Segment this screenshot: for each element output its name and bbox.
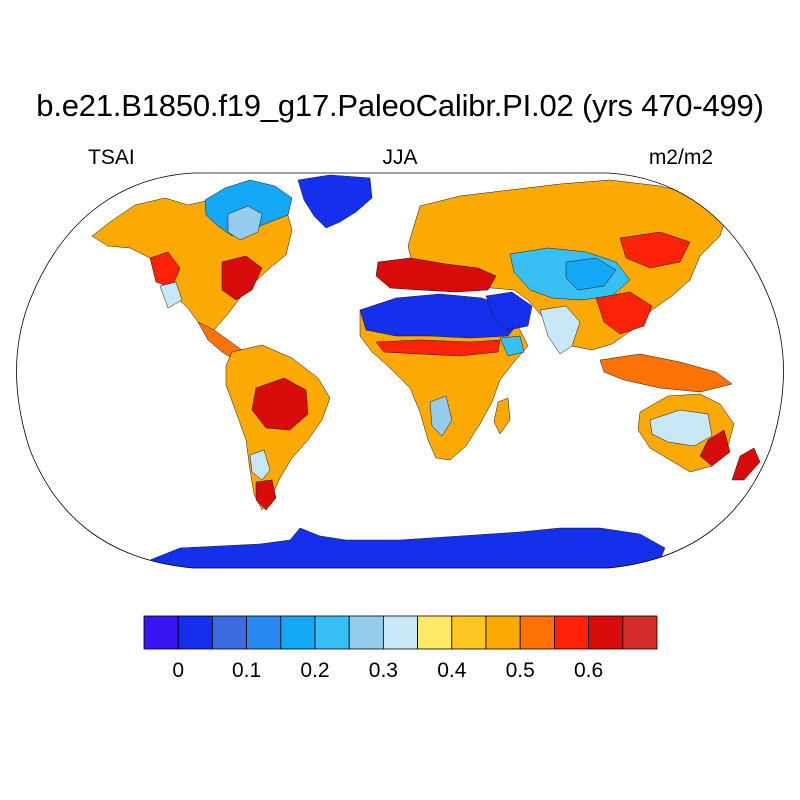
maritime-continent bbox=[599, 353, 733, 393]
colorbar-box bbox=[588, 615, 624, 650]
colorbar-tick-label: 0.2 bbox=[300, 659, 329, 682]
colorbar-box bbox=[485, 615, 521, 650]
amazon-red bbox=[251, 377, 309, 431]
colorbar-box bbox=[417, 615, 453, 650]
colorbar-box bbox=[622, 615, 658, 650]
sahara bbox=[359, 293, 517, 339]
colorbar-box bbox=[519, 615, 555, 650]
season-label: JJA bbox=[382, 146, 418, 169]
us-west-red bbox=[149, 251, 181, 289]
colorbar-box bbox=[382, 615, 418, 650]
south-tip-red bbox=[255, 479, 277, 511]
colorbar-tick-label: 0.6 bbox=[574, 659, 603, 682]
tibet bbox=[565, 257, 617, 291]
madagascar bbox=[493, 397, 511, 435]
colorbar-boxes bbox=[143, 615, 658, 650]
siberia-red bbox=[619, 231, 691, 269]
us-southwest bbox=[159, 281, 183, 309]
colorbar-box bbox=[143, 615, 179, 650]
horn-africa bbox=[499, 335, 525, 357]
units-label: m2/m2 bbox=[648, 146, 713, 169]
arabia bbox=[485, 291, 533, 331]
southern-africa bbox=[429, 395, 453, 437]
india bbox=[539, 305, 581, 355]
colorbar-tick-label: 0 bbox=[172, 659, 184, 682]
colorbar-box bbox=[211, 615, 247, 650]
colorbar-tick-label: 0.3 bbox=[369, 659, 398, 682]
colorbar-box bbox=[314, 615, 350, 650]
mediterranean-red bbox=[375, 257, 497, 293]
southeast-asia-red bbox=[595, 291, 653, 335]
patagonia bbox=[249, 449, 271, 481]
australia-interior bbox=[649, 409, 713, 447]
colorbar-labels: 0 0.1 0.2 0.3 0.4 0.5 0.6 bbox=[172, 659, 603, 682]
colorbar-tick-label: 0.5 bbox=[506, 659, 535, 682]
australia-east-red bbox=[699, 429, 731, 467]
colorbar-box bbox=[348, 615, 384, 650]
colorbar-box bbox=[246, 615, 282, 650]
us-east-red bbox=[221, 255, 263, 301]
globe-outline bbox=[16, 172, 784, 569]
variable-label: TSAI bbox=[88, 146, 135, 169]
plot-title: b.e21.B1850.f19_g17.PaleoCalibr.PI.02 (y… bbox=[36, 88, 764, 123]
hudson-region bbox=[227, 205, 263, 241]
new-zealand bbox=[731, 447, 761, 481]
colorbar-box bbox=[451, 615, 487, 650]
colorbar-tick-label: 0.1 bbox=[232, 659, 261, 682]
sahel-red bbox=[375, 339, 501, 357]
greenland bbox=[297, 174, 373, 229]
colorbar-box bbox=[177, 615, 213, 650]
colorbar-tick-label: 0.4 bbox=[437, 659, 467, 682]
colorbar-box bbox=[280, 615, 316, 650]
colorbar-box bbox=[554, 615, 590, 650]
